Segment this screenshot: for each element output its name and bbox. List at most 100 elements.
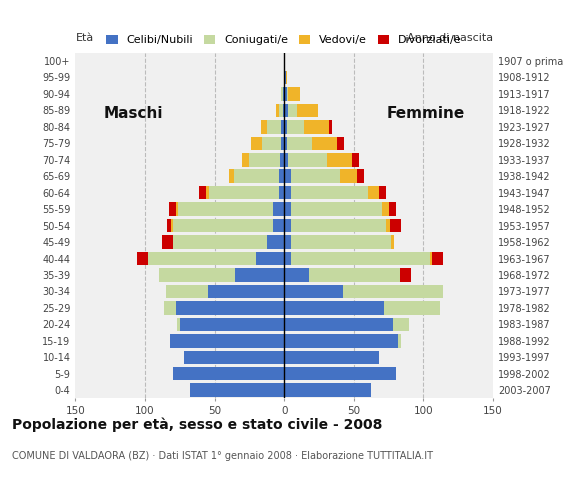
Bar <box>287 87 288 101</box>
Bar <box>343 285 443 298</box>
Bar <box>430 252 432 265</box>
Bar <box>176 203 179 216</box>
Bar <box>273 219 284 232</box>
Bar <box>304 120 329 133</box>
Bar <box>285 71 287 84</box>
Bar <box>256 252 284 265</box>
Bar <box>386 219 390 232</box>
Bar <box>208 285 284 298</box>
Bar <box>284 318 393 331</box>
Bar <box>167 219 172 232</box>
Bar <box>229 169 234 183</box>
Bar <box>234 169 278 183</box>
Bar <box>249 153 280 167</box>
Bar <box>284 120 287 133</box>
Bar <box>291 235 392 249</box>
Bar <box>297 104 318 117</box>
Bar <box>166 285 208 298</box>
Bar <box>291 186 368 199</box>
Bar <box>162 235 173 249</box>
Bar <box>173 367 284 381</box>
Bar <box>287 137 312 150</box>
Bar <box>173 235 267 249</box>
Bar <box>291 203 382 216</box>
Bar <box>329 120 332 133</box>
Bar <box>267 120 281 133</box>
Bar <box>200 186 206 199</box>
Bar <box>393 318 409 331</box>
Text: Anno di nascita: Anno di nascita <box>407 33 493 43</box>
Bar <box>337 137 344 150</box>
Bar <box>169 203 176 216</box>
Bar <box>284 268 309 282</box>
Bar <box>284 384 371 397</box>
Bar <box>382 203 389 216</box>
Bar <box>284 367 396 381</box>
Bar <box>260 120 267 133</box>
Text: COMUNE DI VALDAORA (BZ) · Dati ISTAT 1° gennaio 2008 · Elaborazione TUTTITALIA.I: COMUNE DI VALDAORA (BZ) · Dati ISTAT 1° … <box>12 451 433 461</box>
Bar <box>165 301 176 314</box>
Bar <box>312 137 337 150</box>
Bar <box>284 285 343 298</box>
Bar <box>287 120 304 133</box>
Bar <box>288 104 297 117</box>
Bar <box>389 203 396 216</box>
Bar <box>284 104 288 117</box>
Legend: Celibi/Nubili, Coniugati/e, Vedovi/e, Divorziati/e: Celibi/Nubili, Coniugati/e, Vedovi/e, Di… <box>102 31 466 50</box>
Bar <box>291 169 340 183</box>
Bar <box>284 334 398 348</box>
Bar <box>267 235 284 249</box>
Bar <box>273 203 284 216</box>
Bar <box>283 87 284 101</box>
Bar <box>284 186 291 199</box>
Bar <box>400 268 411 282</box>
Bar <box>291 252 430 265</box>
Bar <box>281 137 284 150</box>
Text: Femmine: Femmine <box>387 106 465 121</box>
Bar <box>432 252 443 265</box>
Bar <box>278 169 284 183</box>
Bar <box>278 104 283 117</box>
Bar <box>184 350 284 364</box>
Bar <box>309 268 400 282</box>
Bar <box>284 137 287 150</box>
Bar <box>177 318 180 331</box>
Bar <box>291 219 386 232</box>
Bar <box>398 334 401 348</box>
Bar <box>281 120 284 133</box>
Bar <box>278 186 284 199</box>
Bar <box>284 219 291 232</box>
Bar <box>284 87 287 101</box>
Bar <box>280 153 284 167</box>
Bar <box>170 334 284 348</box>
Bar <box>176 301 284 314</box>
Bar <box>392 235 394 249</box>
Bar <box>159 268 235 282</box>
Bar <box>281 87 283 101</box>
Bar <box>284 153 288 167</box>
Bar <box>390 219 401 232</box>
Bar <box>209 186 278 199</box>
Bar <box>180 318 284 331</box>
Text: Maschi: Maschi <box>103 106 163 121</box>
Bar <box>284 235 291 249</box>
Bar <box>284 71 285 84</box>
Bar <box>276 104 278 117</box>
Bar <box>284 350 379 364</box>
Bar <box>284 252 291 265</box>
Bar <box>340 169 357 183</box>
Bar <box>288 153 327 167</box>
Bar <box>173 219 273 232</box>
Text: Età: Età <box>75 33 93 43</box>
Bar <box>148 252 256 265</box>
Bar <box>206 186 209 199</box>
Bar <box>379 186 386 199</box>
Bar <box>179 203 273 216</box>
Bar <box>327 153 353 167</box>
Bar <box>172 219 173 232</box>
Bar <box>385 301 440 314</box>
Bar <box>368 186 379 199</box>
Bar <box>284 301 385 314</box>
Bar <box>251 137 262 150</box>
Bar <box>137 252 148 265</box>
